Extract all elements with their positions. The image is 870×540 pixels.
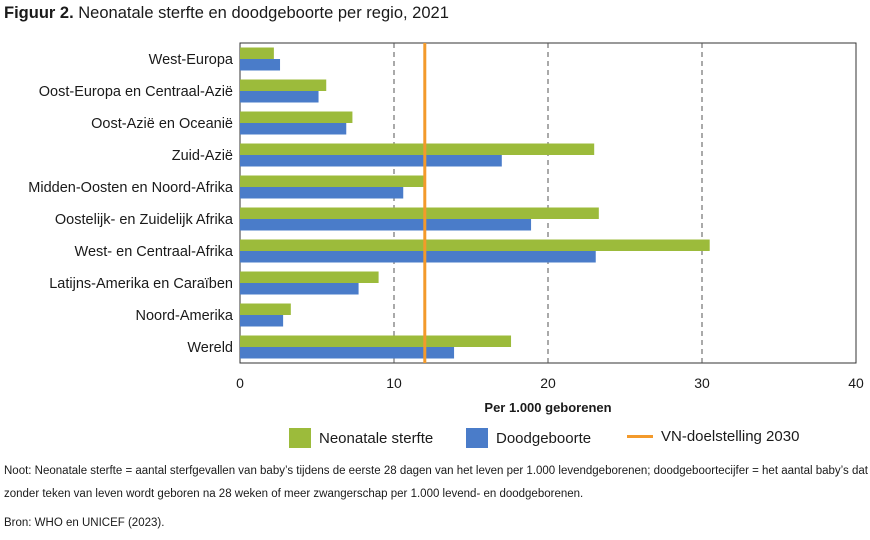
x-tick-label-30: 30 <box>694 375 710 391</box>
bar-stillbirth-3 <box>240 155 502 167</box>
category-label-3: Zuid-Azië <box>172 148 233 164</box>
bar-neonatal-4 <box>240 175 425 187</box>
bar-stillbirth-9 <box>240 347 455 359</box>
category-label-2: Oost-Azië en Oceanië <box>91 116 233 132</box>
x-tick-label-10: 10 <box>386 375 402 391</box>
bar-stillbirth-5 <box>240 219 532 231</box>
category-labels: West-Europa Oost-Europa en Centraal-Azië O… <box>28 52 234 356</box>
category-label-4: Midden-Oosten en Noord-Afrika <box>28 180 234 196</box>
bar-stillbirth-6 <box>240 251 596 263</box>
bar-neonatal-1 <box>240 79 327 91</box>
bar-stillbirth-7 <box>240 283 359 295</box>
bar-neonatal-5 <box>240 207 599 219</box>
category-label-6: West- en Centraal-Afrika <box>75 244 234 260</box>
bar-neonatal-6 <box>240 239 710 251</box>
source-note: Bron: WHO en UNICEF (2023). <box>4 517 165 529</box>
category-label-0: West-Europa <box>149 52 234 68</box>
legend-item-target: VN-doelstelling 2030 <box>627 428 799 445</box>
legend-swatch-neonatal <box>289 428 311 448</box>
legend-label-stillbirth: Doodgeboorte <box>496 429 592 447</box>
bar-stillbirth-1 <box>240 91 319 103</box>
bar-neonatal-7 <box>240 271 379 283</box>
bar-neonatal-2 <box>240 111 353 123</box>
bars <box>240 47 710 359</box>
bar-neonatal-0 <box>240 47 274 59</box>
footnote: Noot: Neonatale sterfte = aantal sterfge… <box>4 465 868 500</box>
legend-label-target: VN-doelstelling 2030 <box>661 428 800 445</box>
x-tick-label-0: 0 <box>236 375 244 391</box>
x-axis-title: Per 1.000 geborenen <box>484 400 611 415</box>
bar-neonatal-9 <box>240 335 512 347</box>
bar-stillbirth-0 <box>240 59 281 71</box>
x-tick-labels: 0 10 20 30 40 <box>236 375 864 391</box>
category-label-9: Wereld <box>187 340 233 356</box>
figure-label: Figuur 2. <box>4 4 74 22</box>
x-tick-label-20: 20 <box>540 375 556 391</box>
category-label-1: Oost-Europa en Centraal-Azië <box>39 84 233 100</box>
bar-chart: West-Europa Oost-Europa en Centraal-Azië O… <box>28 42 864 415</box>
legend-label-neonatal: Neonatale sterfte <box>319 429 434 447</box>
figure-title: Neonatale sterfte en doodgeboorte per re… <box>78 4 449 22</box>
x-tick-label-40: 40 <box>848 375 864 391</box>
gridlines <box>393 43 703 363</box>
category-label-5: Oostelijk- en Zuidelijk Afrika <box>55 212 234 228</box>
bar-stillbirth-4 <box>240 187 404 199</box>
legend-swatch-target <box>627 435 653 438</box>
legend-item-neonatal: Neonatale sterfte <box>289 428 433 448</box>
chart-title-block: Figuur 2. Neonatale sterfte en doodgeboo… <box>4 4 449 23</box>
legend-item-stillbirth: Doodgeboorte <box>466 428 591 448</box>
legend: Neonatale sterfte Doodgeboorte VN-doelst… <box>0 428 870 452</box>
category-label-7: Latijns-Amerika en Caraïben <box>49 276 233 292</box>
bar-neonatal-3 <box>240 143 595 155</box>
bar-stillbirth-2 <box>240 123 347 135</box>
legend-swatch-stillbirth <box>466 428 488 448</box>
bar-neonatal-8 <box>240 303 291 315</box>
bar-stillbirth-8 <box>240 315 284 327</box>
category-label-8: Noord-Amerika <box>136 308 234 324</box>
